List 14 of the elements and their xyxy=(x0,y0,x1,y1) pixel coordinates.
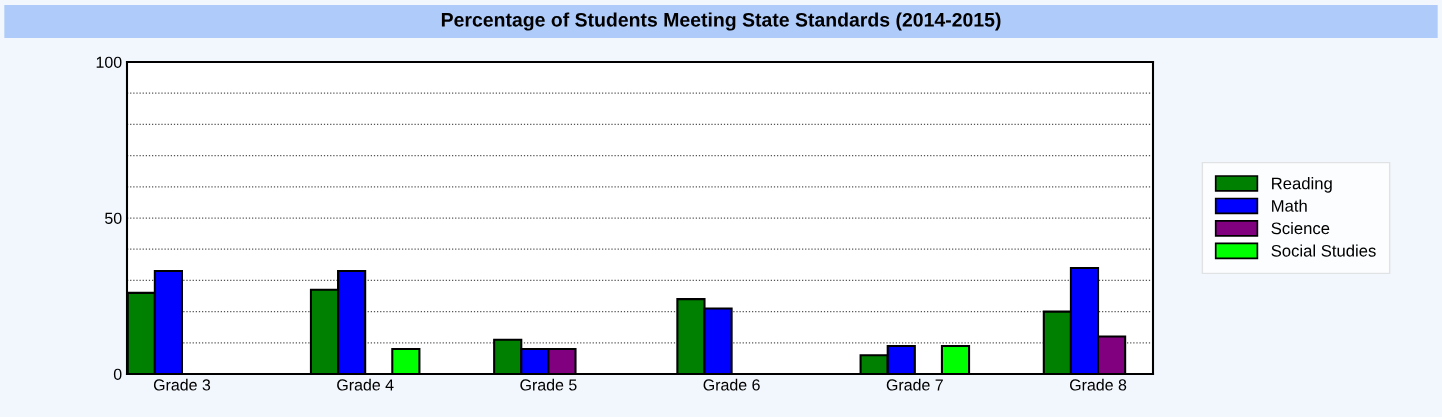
x-tick-label: Grade 4 xyxy=(337,378,394,391)
x-tick-label: Grade 6 xyxy=(703,378,760,391)
y-tick-label: 100 xyxy=(96,56,122,68)
x-tick-label: Grade 7 xyxy=(886,378,943,391)
x-tick-label: Grade 3 xyxy=(153,378,211,391)
y-tick-label: 0 xyxy=(113,368,122,380)
legend-label: Math xyxy=(1272,199,1307,212)
chart-title: Percentage of Students Meeting State Standards (2014-2015) xyxy=(441,12,1001,31)
legend-label: Science xyxy=(1271,222,1330,235)
x-tick-label: Grade 8 xyxy=(1069,378,1127,391)
legend-label: Reading xyxy=(1272,177,1332,193)
x-tick-label: Grade 5 xyxy=(520,378,577,391)
legend-label: Social Studies xyxy=(1271,244,1376,257)
y-tick-label: 50 xyxy=(105,212,122,224)
